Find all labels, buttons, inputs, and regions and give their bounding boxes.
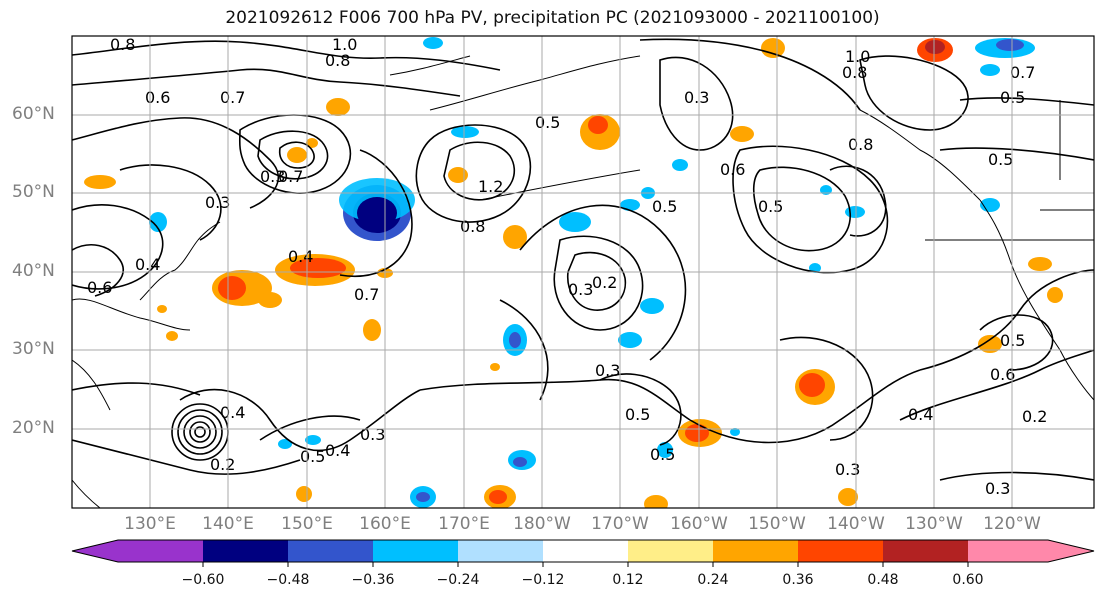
contour-label: 0.2 (592, 273, 617, 292)
colorbar-swatch (713, 540, 798, 562)
lon-label: 120°W (983, 514, 1041, 534)
contour-label: 1.0 (332, 35, 357, 54)
colorbar-swatch (968, 540, 1048, 562)
contour-label: 0.8 (848, 135, 873, 154)
negative-anomaly-blob (339, 178, 415, 241)
contour-label: 1.2 (478, 177, 503, 196)
lon-label: 160°E (359, 514, 411, 534)
colorbar-swatch (628, 540, 713, 562)
contour-label: 0.3 (835, 460, 860, 479)
colorbar-tick-label: 0.48 (867, 572, 899, 588)
contour-label: 0.5 (1000, 88, 1025, 107)
contour-label: 0.4 (325, 441, 350, 460)
lon-label: 130°E (124, 514, 176, 534)
positive-anomaly-blob (275, 254, 355, 286)
contour-label: 0.7 (220, 88, 245, 107)
lon-label: 180°W (513, 514, 571, 534)
contour-label: 0.5 (652, 197, 677, 216)
contour-label: 0.3 (205, 193, 230, 212)
contour-label: 0.3 (568, 280, 593, 299)
positive-anomaly-blob (484, 485, 516, 508)
contour-label: 0.2 (1022, 407, 1047, 426)
colorbar-outline (71, 539, 1095, 563)
precip-shading (84, 37, 1063, 508)
lat-label-50n: 50°N (12, 182, 55, 202)
colorbar-swatch (288, 540, 373, 562)
colorbar-tick-label: 0.60 (952, 572, 984, 588)
contour-label: 0.8 (325, 51, 350, 70)
contour-label: 0.3 (684, 88, 709, 107)
lat-label-30n: 30°N (12, 339, 55, 359)
colorbar-tick-label: −0.48 (266, 572, 310, 588)
contour-label: 0.4 (908, 405, 933, 424)
contour-label: 0.5 (625, 405, 650, 424)
contour-label: 0.5 (758, 197, 783, 216)
contour-label: 0.3 (260, 167, 285, 186)
contour-label: 0.5 (300, 447, 325, 466)
contour-label: 0.2 (210, 455, 235, 474)
contour-label: 0.4 (220, 403, 245, 422)
contour-label: 1.0 (845, 47, 870, 66)
contour-label: 0.5 (535, 113, 560, 132)
colorbar-swatch-high (1048, 540, 1094, 562)
colorbar-swatch (883, 540, 968, 562)
lon-label: 170°E (438, 514, 490, 534)
colorbar (71, 539, 1095, 567)
colorbar-tick-label: 0.24 (697, 572, 729, 588)
lon-label: 140°E (202, 514, 254, 534)
lon-label: 130°W (905, 514, 963, 534)
contour-label: 0.8 (842, 63, 867, 82)
lat-label-60n: 60°N (12, 104, 55, 124)
lon-label: 160°W (670, 514, 728, 534)
lon-label: 150°W (748, 514, 806, 534)
contour-label: 0.7 (278, 167, 303, 186)
colorbar-tick-label: −0.60 (181, 572, 225, 588)
colorbar-swatch-low (72, 540, 118, 562)
contour-label: 0.7 (1010, 63, 1035, 82)
contour-label: 0.7 (354, 285, 379, 304)
colorbar-swatch (458, 540, 543, 562)
contour-label: 0.4 (288, 247, 313, 266)
colorbar-swatch (118, 540, 203, 562)
contour-label: 0.6 (87, 278, 112, 297)
contour-labels: 0.8 1.0 0.8 0.6 0.7 0.5 0.3 0.6 0.4 0.3 … (87, 35, 1047, 498)
lon-label: 150°E (281, 514, 333, 534)
lat-label-40n: 40°N (12, 261, 55, 281)
colorbar-swatch (203, 540, 288, 562)
positive-anomaly-blob (580, 114, 620, 150)
contour-label: 0.8 (460, 217, 485, 236)
colorbar-tick-label: 0.12 (612, 572, 644, 588)
gridlines (72, 36, 1094, 508)
colorbar-tick-label: −0.12 (521, 572, 565, 588)
contour-label: 0.3 (985, 479, 1010, 498)
pv-contours (72, 38, 1094, 481)
contour-label: 0.3 (360, 425, 385, 444)
contour-label: 0.6 (145, 88, 170, 107)
colorbar-tick-label: −0.24 (436, 572, 480, 588)
contour-label: 0.4 (135, 255, 160, 274)
positive-anomaly-blob (795, 369, 835, 405)
plot-frame (71, 35, 1095, 509)
contour-label: 0.5 (988, 150, 1013, 169)
colorbar-swatch (373, 540, 458, 562)
colorbar-tick-label: 0.36 (782, 572, 814, 588)
lat-label-20n: 20°N (12, 418, 55, 438)
colorbar-swatch (543, 540, 628, 562)
lon-label: 170°W (591, 514, 649, 534)
lon-label: 140°W (827, 514, 885, 534)
colorbar-tick-label: −0.36 (351, 572, 395, 588)
contour-label: 0.5 (1000, 331, 1025, 350)
positive-anomaly-blob (917, 38, 953, 62)
colorbar-swatch (798, 540, 883, 562)
contour-label: 0.6 (720, 160, 745, 179)
contour-label: 0.6 (990, 365, 1015, 384)
positive-anomaly-blob (212, 270, 282, 308)
contour-label: 0.3 (595, 361, 620, 380)
contour-label: 0.8 (110, 35, 135, 54)
map-title: 2021092612 F006 700 hPa PV, precipitatio… (225, 8, 880, 28)
contour-label: 0.5 (650, 445, 675, 464)
